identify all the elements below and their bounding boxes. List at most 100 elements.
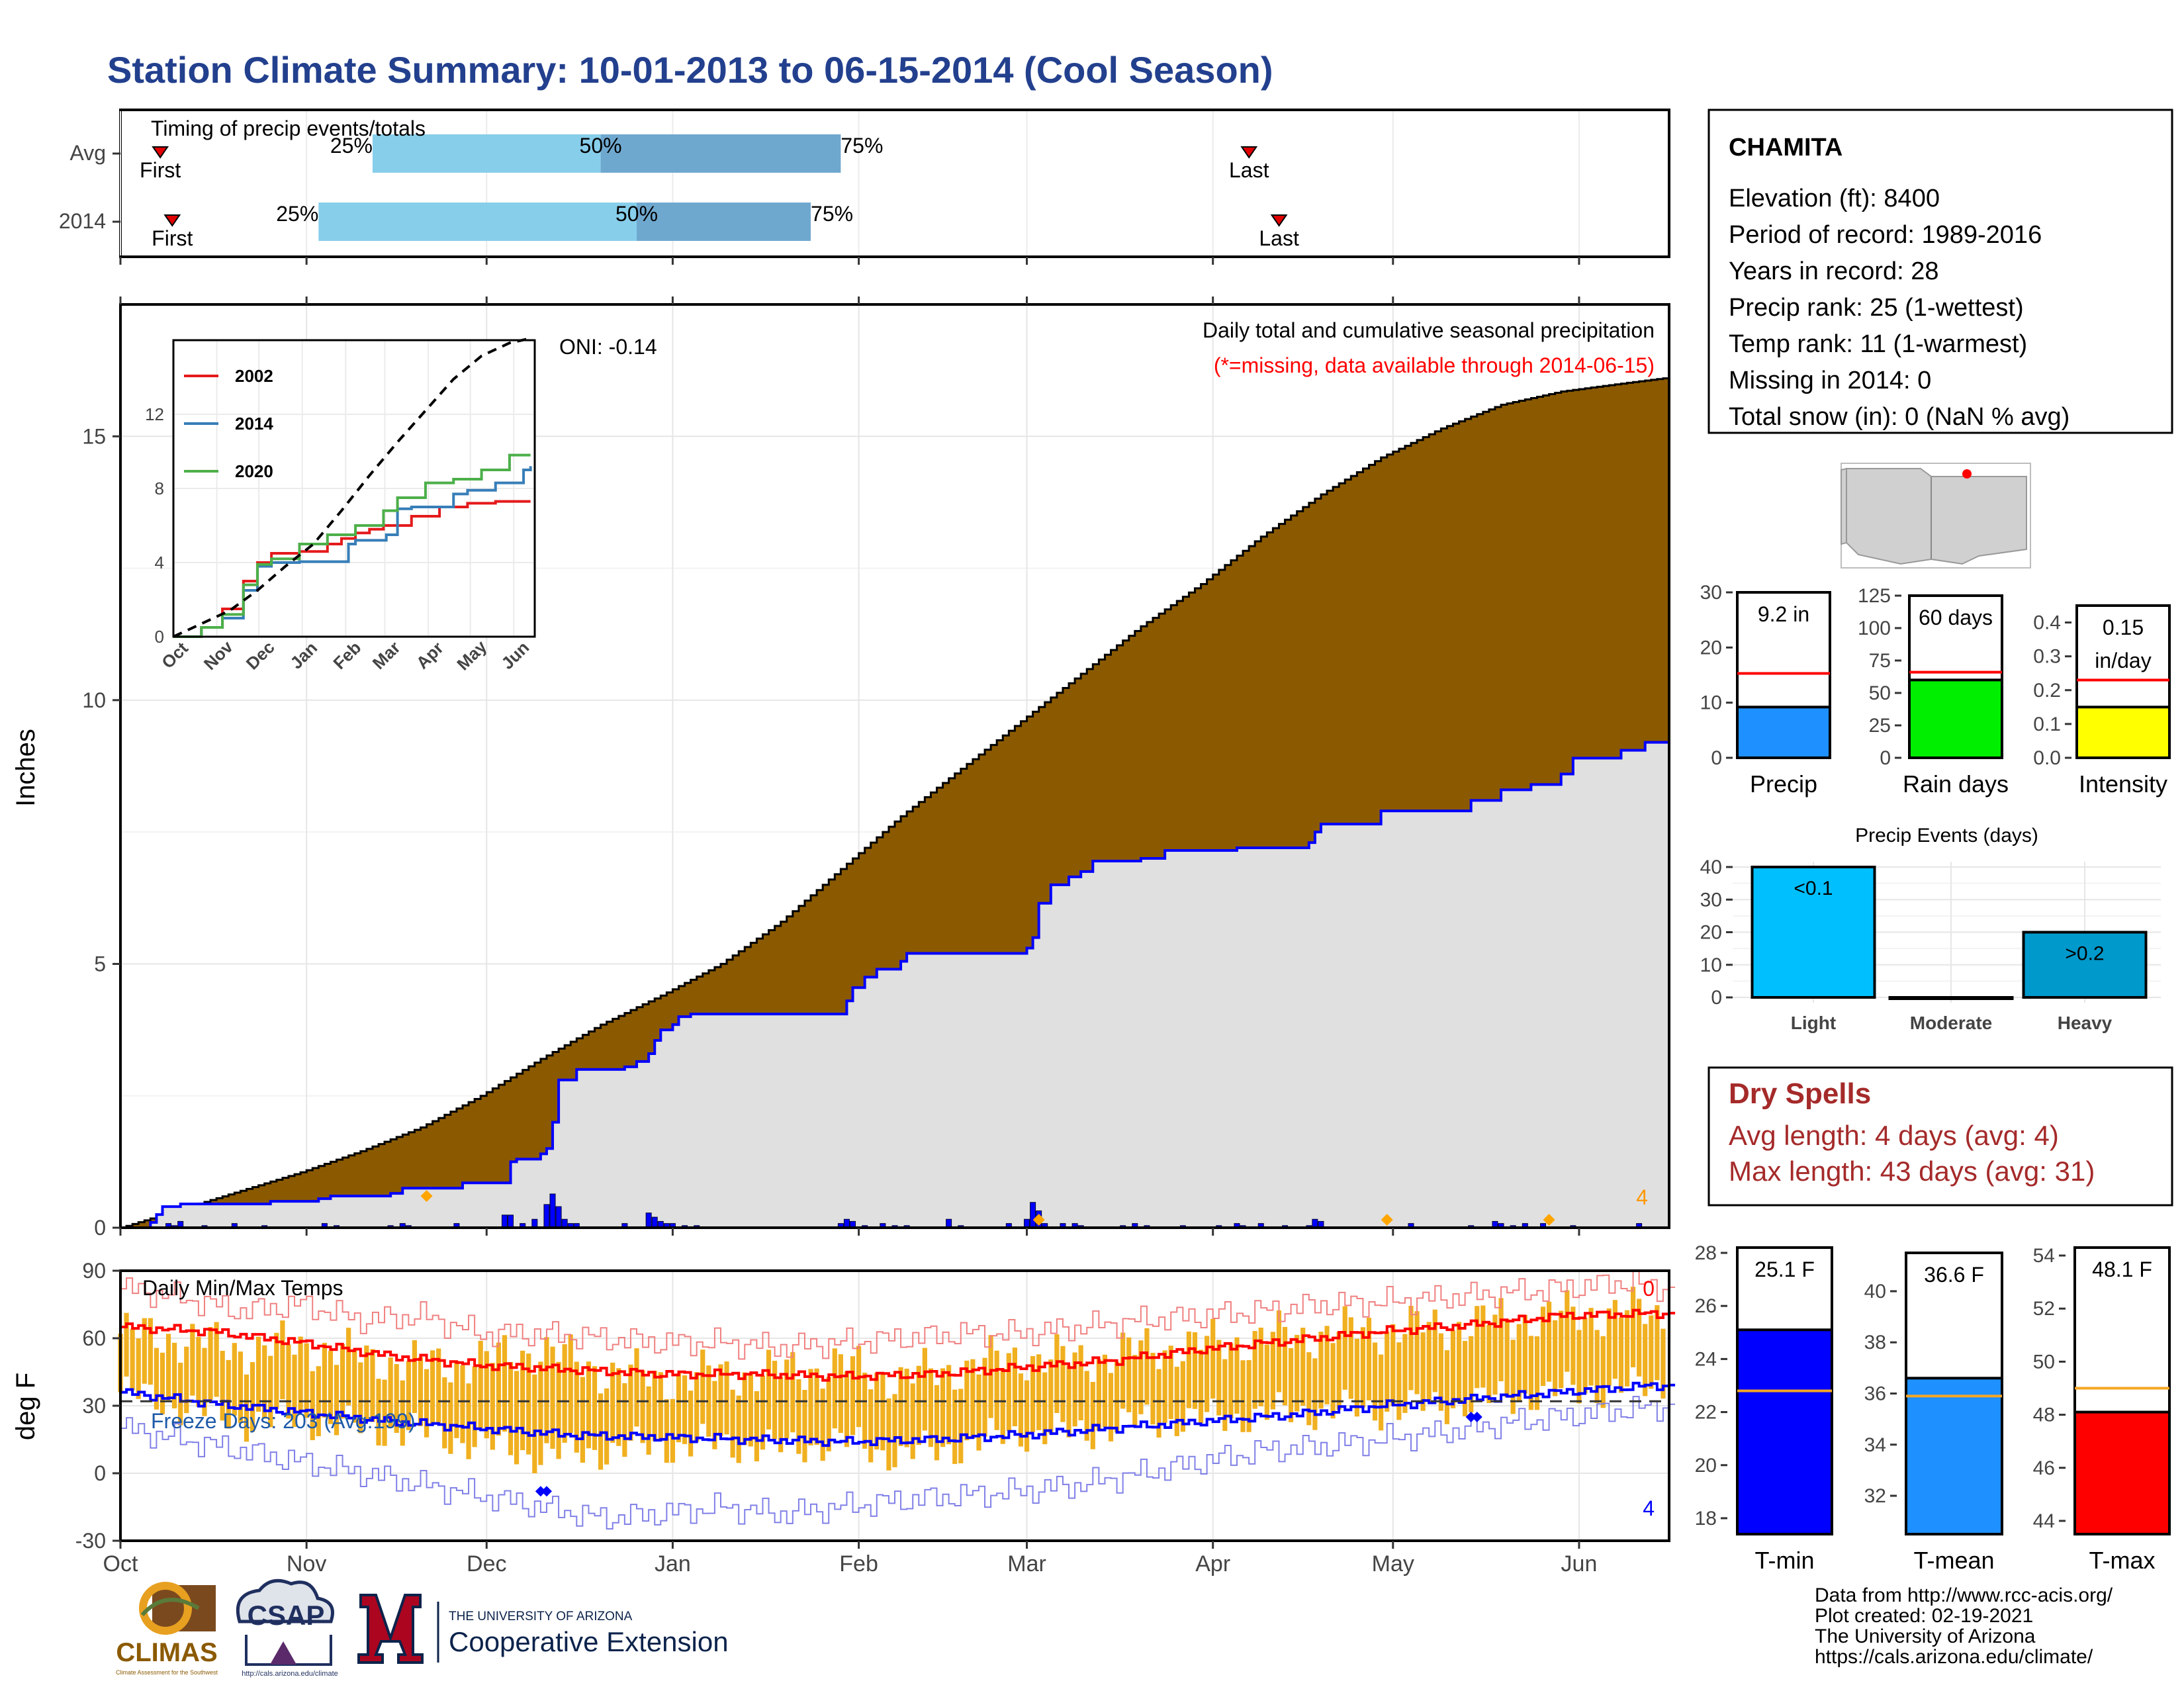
daily-precip-bar — [501, 1214, 508, 1228]
daily-temp-range-bar — [784, 1359, 790, 1439]
daily-temp-range-bar — [220, 1350, 225, 1421]
daily-temp-range-bar — [490, 1363, 495, 1450]
mini-ytick-label: 0.3 — [2033, 646, 2061, 668]
daily-temp-range-bar — [1240, 1360, 1246, 1432]
daily-temp-range-bar — [1420, 1332, 1426, 1411]
timing-bar-q25-q50 — [372, 134, 601, 173]
precip-ytick-label: 15 — [82, 424, 106, 448]
mini-bar-value — [2075, 706, 2171, 760]
daily-temp-range-bar — [1486, 1324, 1492, 1403]
csap-logo-url: http://cals.arizona.edu/climate — [242, 1670, 338, 1678]
credit-line-data: Data from http://www.rcc-acis.org/ — [1815, 1584, 2113, 1606]
daily-temp-range-bar — [730, 1389, 735, 1458]
daily-temp-range-bar — [988, 1335, 993, 1418]
daily-temp-range-bar — [862, 1373, 868, 1449]
daily-temp-range-bar — [1504, 1318, 1510, 1398]
daily-temp-range-bar — [670, 1398, 676, 1463]
station-location-marker — [1962, 469, 1972, 479]
mini-ytick-label: 52 — [2033, 1298, 2055, 1320]
daily-precip-bar — [651, 1216, 658, 1228]
events-title: Precip Events (days) — [1855, 825, 2038, 846]
daily-temp-range-bar — [1565, 1290, 1570, 1372]
temps-bottom-count: 4 — [1643, 1496, 1655, 1520]
daily-temp-range-bar — [1661, 1328, 1666, 1399]
mini-bar-value — [2073, 1410, 2171, 1535]
daily-temp-range-bar — [874, 1373, 880, 1450]
temps-panel: -30 0 30 60 90 Oct Nov Dec Jan Feb Mar Apr May Jun Da… — [11, 1259, 1676, 1577]
inset-series-line-avg — [173, 337, 531, 638]
daily-temp-range-bar — [466, 1383, 471, 1459]
daily-temp-range-bar — [904, 1369, 909, 1447]
daily-temp-range-bar — [706, 1365, 711, 1437]
credit-line-url: https://cals.arizona.edu/climate/ — [1815, 1646, 2093, 1668]
events-ytick-label: 40 — [1700, 856, 1722, 878]
daily-temp-range-bar — [952, 1389, 958, 1464]
daily-temp-range-bar — [1390, 1324, 1396, 1406]
events-bar — [1751, 866, 1876, 999]
timing-last-marker — [1240, 146, 1258, 159]
daily-temp-range-bar — [766, 1349, 772, 1430]
daily-temp-range-bar — [916, 1365, 921, 1445]
daily-temp-range-bar — [1612, 1300, 1617, 1379]
daily-precip-bar — [543, 1204, 550, 1228]
mini-bar-value — [1905, 1377, 2003, 1535]
daily-temp-range-bar — [1606, 1308, 1612, 1386]
daily-temp-range-bar — [628, 1364, 633, 1441]
daily-temp-range-bar — [1318, 1332, 1324, 1409]
daily-temp-range-bar — [886, 1398, 891, 1471]
mini-bar-category-label: Intensity — [2079, 770, 2167, 798]
daily-temp-range-bar — [316, 1366, 321, 1437]
temp-ytick-label: 90 — [82, 1259, 106, 1283]
daily-temp-range-bar — [622, 1383, 627, 1457]
daily-temp-range-bar — [346, 1328, 351, 1406]
events-ytick-label: 20 — [1700, 922, 1722, 944]
daily-temp-range-bar — [1252, 1331, 1257, 1409]
daily-temp-range-bar — [202, 1348, 207, 1416]
daily-temp-range-bar — [538, 1361, 543, 1465]
daily-temp-range-bar — [580, 1377, 585, 1463]
temp-ytick-label: 30 — [82, 1394, 106, 1418]
daily-temp-range-bar — [616, 1368, 621, 1446]
daily-temp-range-bar — [1379, 1354, 1384, 1431]
daily-temp-range-bar — [412, 1340, 418, 1413]
events-ytick-label: 10 — [1700, 954, 1722, 976]
month-tick-label: Jun — [1561, 1551, 1598, 1577]
daily-temp-range-bar — [1084, 1371, 1089, 1441]
daily-temp-range-bar — [688, 1391, 694, 1457]
daily-temp-range-bar — [1072, 1352, 1077, 1427]
daily-temp-range-bar — [1186, 1331, 1192, 1408]
daily-temp-range-bar — [1630, 1287, 1636, 1367]
mini-ytick-label: 0 — [1711, 747, 1722, 769]
mini-ytick-label: 44 — [2033, 1510, 2055, 1532]
daily-temp-range-bar — [964, 1360, 970, 1441]
daily-temp-range-bar — [322, 1342, 327, 1418]
daily-temp-range-bar — [1456, 1322, 1462, 1402]
daily-temp-range-bar — [159, 1352, 165, 1414]
mini-bar-value-label: 9.2 in — [1758, 602, 1809, 626]
station-line-period: Period of record: 1989-2016 — [1729, 221, 2042, 249]
daily-temp-range-bar — [1270, 1332, 1275, 1410]
daily-temp-range-bar — [592, 1366, 598, 1450]
daily-temp-range-bar — [1168, 1346, 1173, 1420]
daily-temp-range-bar — [334, 1365, 340, 1436]
missing-data-marker — [1032, 1214, 1045, 1226]
record-low-marker — [535, 1486, 546, 1497]
timing-first-marker — [152, 146, 169, 159]
daily-temp-range-bar — [1475, 1306, 1480, 1389]
events-ytick-label: 0 — [1711, 987, 1722, 1009]
timing-label-q75: 75% — [811, 202, 853, 226]
daily-temp-range-bar — [562, 1344, 567, 1443]
inset-legend-label: 2002 — [235, 366, 273, 386]
daily-temp-range-bar — [424, 1369, 430, 1438]
daily-temp-range-bar — [1198, 1349, 1204, 1424]
daily-temp-range-bar — [1234, 1337, 1240, 1414]
daily-temp-range-bar — [940, 1368, 946, 1447]
month-tick-label: Dec — [467, 1551, 506, 1577]
temperature-summary-bars: 18 20 22 24 26 28 25.1 F T-min 32 34 36 38 40 36.6 F T… — [1695, 1242, 2171, 1574]
daily-temp-range-bar — [694, 1372, 700, 1442]
temp-ytick-label: 0 — [94, 1461, 106, 1485]
mini-ytick-label: 54 — [2033, 1245, 2055, 1267]
daily-temp-range-bar — [1054, 1334, 1060, 1413]
